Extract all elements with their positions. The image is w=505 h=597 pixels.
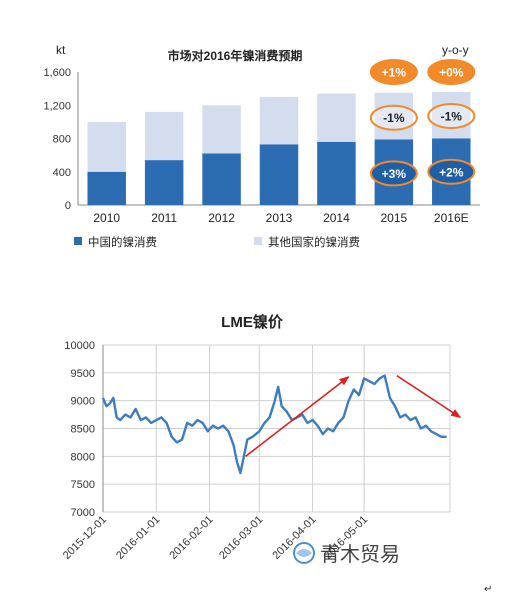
- bar-y-tick-label: 1,200: [43, 100, 71, 112]
- bar-x-tick-label: 2013: [266, 211, 293, 225]
- bar-china-consumption: [317, 141, 356, 205]
- bar-chart-title: 市场对2016年镍消费预期: [168, 48, 303, 63]
- legend-label-china: 中国的镍消费: [88, 235, 157, 249]
- yoy-badge-label: +0%: [439, 66, 464, 80]
- bar-x-tick-label: 2016E: [434, 211, 469, 225]
- yoy-badge: [369, 160, 418, 187]
- line-x-tick-label: 2016-03-01: [217, 514, 265, 562]
- watermark-logo: 青木贸易: [293, 542, 400, 566]
- bar-other-consumption: [202, 105, 241, 154]
- line-x-tick-label: 2016-01-01: [114, 514, 162, 562]
- bar-other-consumption: [432, 91, 471, 139]
- legend-swatch-other: [254, 237, 262, 245]
- yoy-badge-label: -1%: [441, 110, 463, 124]
- line-y-tick-label: 10000: [64, 340, 95, 352]
- bar-y-tick-label: 400: [53, 167, 71, 179]
- yoy-badge: [427, 103, 476, 130]
- bar-x-tick-label: 2015: [381, 211, 408, 225]
- line-x-tick-label: 2015-12-01: [61, 514, 109, 562]
- line-y-tick-label: 8000: [71, 451, 95, 463]
- lme-nickel-price-chart: LME镍价 7000 7500 8000 8500 9000 9500 10000 2015…: [61, 313, 493, 595]
- bar-chart-yoy-label: y-o-y: [442, 43, 469, 57]
- yoy-badge-label: +1%: [382, 66, 407, 80]
- bar-china-consumption: [202, 153, 241, 205]
- bar-x-tick-label: 2014: [323, 211, 350, 225]
- bar-x-tick-label: 2011: [151, 211, 177, 225]
- yoy-badge: [369, 59, 418, 85]
- bar-china-consumption: [87, 171, 126, 205]
- bar-chart-legend: 中国的镍消费 其他国家的镍消费: [74, 235, 360, 249]
- yoy-badge: [427, 158, 476, 185]
- bar-other-consumption: [317, 93, 356, 142]
- yoy-badge-label: +2%: [439, 165, 464, 179]
- bar-other-consumption: [259, 96, 299, 145]
- bar-china-consumption: [144, 160, 184, 205]
- yoy-badge: [369, 104, 418, 131]
- bar-other-consumption: [144, 111, 184, 161]
- bar-y-tick-label: 1,600: [43, 67, 71, 79]
- watermark-globe-icon: [293, 542, 315, 564]
- bar-chart-unit-label: kt: [56, 43, 66, 57]
- bar-other-consumption: [374, 92, 414, 140]
- line-y-tick-label: 7500: [71, 479, 95, 491]
- bar-other-consumption: [87, 121, 126, 172]
- line-chart-title: LME镍价: [221, 313, 284, 331]
- bar-y-tick-label: 800: [53, 134, 71, 146]
- lme-price-series-line: [101, 374, 447, 475]
- return-mark: ↵: [484, 584, 492, 595]
- yoy-badge-label: -1%: [383, 111, 405, 125]
- line-y-tick-label: 9500: [71, 368, 95, 380]
- legend-swatch-china: [74, 237, 82, 245]
- bar-x-tick-label: 2012: [208, 211, 235, 225]
- legend-label-other: 其他国家的镍消费: [268, 235, 360, 249]
- line-y-tick-label: 9000: [71, 396, 95, 408]
- yoy-badge-label: +3%: [382, 167, 407, 181]
- consumption-bar-chart: 市场对2016年镍消费预期 kt y-o-y 0 400 800 1,200 1,600…: [43, 43, 480, 249]
- watermark-text: 青木贸易: [320, 543, 400, 566]
- bar-y-tick-label: 0: [65, 200, 71, 212]
- trend-arrow: [245, 376, 350, 457]
- bar-china-consumption: [259, 144, 299, 205]
- yoy-badge: [427, 59, 476, 85]
- line-y-tick-label: 8500: [71, 424, 95, 436]
- trend-arrow: [396, 374, 462, 419]
- line-y-tick-label: 7000: [71, 507, 95, 519]
- line-x-tick-label: 2016-02-01: [167, 514, 215, 562]
- bar-x-tick-label: 2010: [93, 211, 120, 225]
